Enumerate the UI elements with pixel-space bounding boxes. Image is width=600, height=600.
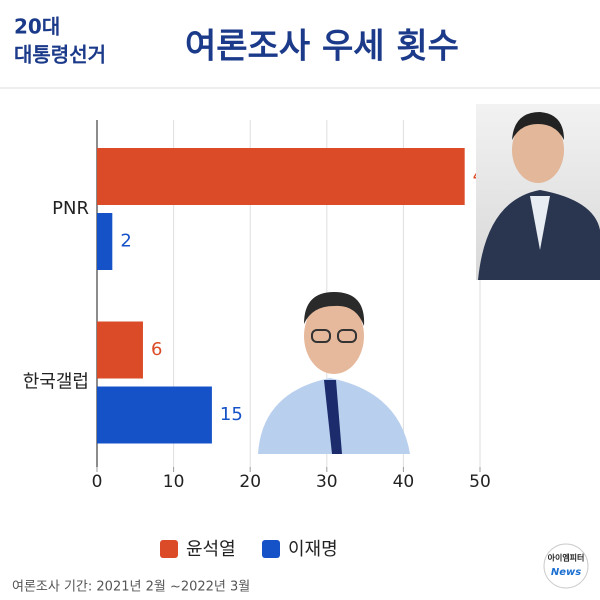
- bar: [97, 321, 143, 379]
- x-tick-label: 30: [316, 472, 338, 492]
- badge-line: 20대: [14, 15, 60, 39]
- legend-swatch: [160, 540, 178, 558]
- logo-text: News: [551, 567, 581, 578]
- x-tick-label: 0: [92, 472, 103, 492]
- legend: 윤석열 이재명: [160, 539, 338, 560]
- x-tick-label: 10: [163, 472, 185, 492]
- y-tick-label: 한국갤럽: [23, 372, 89, 393]
- bar: [97, 386, 212, 444]
- logo-circle: [543, 543, 589, 589]
- logo-text: 아이엠피터: [548, 553, 585, 563]
- legend-swatch: [262, 540, 280, 558]
- chart-title: 여론조사 우세 횟수: [185, 27, 459, 67]
- value-label: 15: [220, 404, 243, 425]
- value-label: 2: [120, 231, 131, 252]
- x-tick-label: 50: [469, 472, 491, 492]
- footnote: 여론조사 기간: 2021년 2월 ~2022년 3월: [12, 580, 250, 595]
- photo: [476, 104, 600, 280]
- plot: 01020304050PNR482한국갤럽615: [23, 120, 496, 492]
- badge-line: 대통령선거: [14, 43, 106, 67]
- y-tick-label: PNR: [52, 198, 89, 219]
- bar: [97, 148, 465, 205]
- legend-label: 이재명: [288, 539, 338, 560]
- bar: [97, 213, 113, 270]
- x-tick-label: 20: [239, 472, 261, 492]
- value-label: 6: [151, 339, 162, 360]
- legend-label: 윤석열: [186, 539, 236, 560]
- photo: [258, 292, 410, 454]
- x-tick-label: 40: [393, 472, 415, 492]
